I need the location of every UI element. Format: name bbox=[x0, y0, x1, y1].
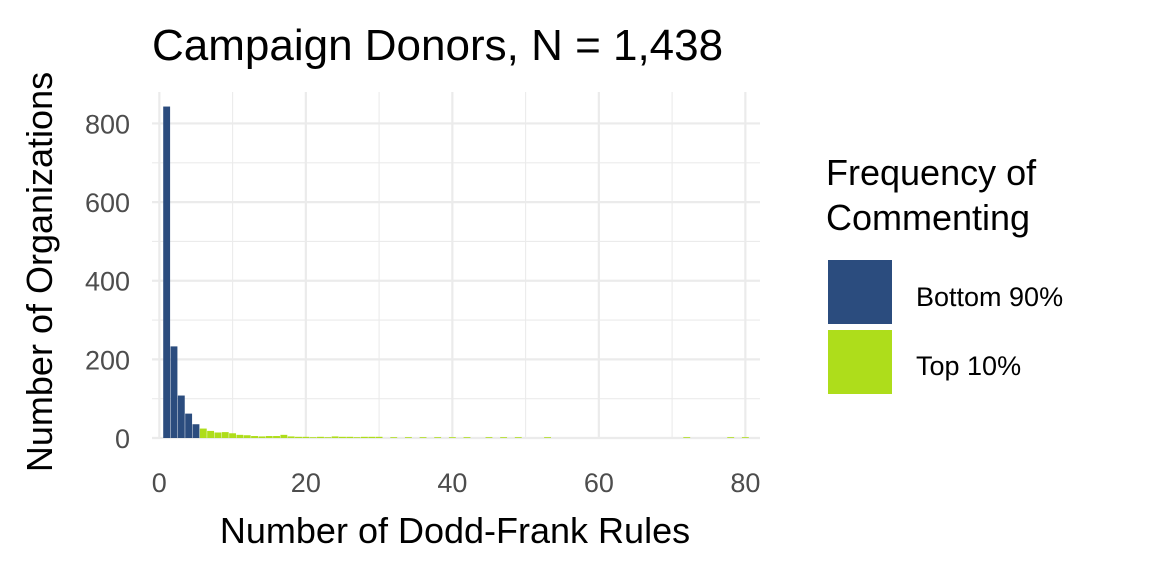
major-gridlines bbox=[152, 92, 760, 440]
bar-top-10 bbox=[375, 436, 383, 438]
bar-top-10 bbox=[295, 436, 302, 438]
histogram-bars bbox=[163, 106, 749, 438]
bar-top-10 bbox=[302, 436, 310, 438]
bar-top-10 bbox=[309, 437, 317, 438]
y-tick-label: 600 bbox=[85, 188, 130, 218]
bar-top-10 bbox=[317, 436, 324, 438]
y-axis-tick-labels: 0 200 400 600 800 bbox=[85, 109, 130, 454]
x-tick-label: 40 bbox=[437, 468, 467, 498]
y-axis-title: Number of Organizations bbox=[19, 72, 60, 472]
bar-top-10 bbox=[339, 436, 346, 438]
x-tick-label: 60 bbox=[584, 468, 614, 498]
x-tick-label: 20 bbox=[291, 468, 321, 498]
x-tick-label: 80 bbox=[730, 468, 760, 498]
bar-top-10 bbox=[280, 434, 288, 438]
bar-top-10 bbox=[258, 436, 266, 438]
x-tick-label: 0 bbox=[152, 468, 167, 498]
bar-top-10 bbox=[265, 436, 273, 438]
chart-title: Campaign Donors, N = 1,438 bbox=[152, 21, 723, 70]
bar-top-10 bbox=[236, 434, 244, 438]
legend-label-bottom-90: Bottom 90% bbox=[916, 282, 1063, 312]
legend-key-top-10 bbox=[828, 330, 892, 394]
minor-gridlines bbox=[152, 92, 760, 438]
bar-top-10 bbox=[448, 437, 456, 438]
bar-bottom-90 bbox=[192, 424, 200, 438]
x-axis-title: Number of Dodd-Frank Rules bbox=[220, 510, 690, 551]
bar-top-10 bbox=[419, 437, 427, 438]
bar-top-10 bbox=[346, 436, 354, 438]
bar-top-10 bbox=[683, 437, 691, 438]
y-tick-label: 400 bbox=[85, 267, 130, 297]
legend-label-top-10: Top 10% bbox=[916, 351, 1021, 381]
bar-bottom-90 bbox=[185, 413, 193, 438]
bar-top-10 bbox=[368, 436, 376, 438]
bar-top-10 bbox=[251, 436, 258, 438]
bar-top-10 bbox=[287, 436, 295, 438]
bar-top-10 bbox=[500, 437, 508, 438]
bar-top-10 bbox=[544, 437, 552, 438]
bar-top-10 bbox=[463, 437, 471, 438]
bar-top-10 bbox=[324, 437, 332, 438]
bar-bottom-90 bbox=[170, 346, 178, 438]
bar-top-10 bbox=[229, 433, 237, 438]
legend: Frequency of Commenting Bottom 90% Top 1… bbox=[826, 152, 1063, 394]
bar-top-10 bbox=[741, 437, 749, 438]
bar-top-10 bbox=[485, 437, 493, 438]
bar-top-10 bbox=[199, 428, 207, 438]
bar-top-10 bbox=[727, 437, 735, 438]
bar-bottom-90 bbox=[177, 395, 185, 438]
y-tick-label: 800 bbox=[85, 109, 130, 139]
bar-top-10 bbox=[353, 437, 361, 438]
legend-title-line-1: Frequency of bbox=[826, 152, 1037, 193]
legend-key-bottom-90 bbox=[828, 260, 892, 324]
bar-top-10 bbox=[360, 436, 368, 438]
bar-bottom-90 bbox=[163, 106, 171, 438]
x-axis-tick-labels: 0 20 40 60 80 bbox=[152, 468, 761, 498]
bar-top-10 bbox=[390, 437, 398, 438]
bar-top-10 bbox=[243, 435, 251, 438]
bar-top-10 bbox=[331, 436, 339, 438]
bar-top-10 bbox=[207, 430, 215, 438]
bar-top-10 bbox=[434, 437, 442, 438]
y-tick-label: 0 bbox=[115, 424, 130, 454]
bar-top-10 bbox=[514, 437, 522, 438]
y-tick-label: 200 bbox=[85, 345, 130, 375]
bar-top-10 bbox=[214, 432, 222, 438]
bar-top-10 bbox=[404, 437, 412, 438]
legend-title-line-2: Commenting bbox=[826, 197, 1030, 238]
bar-top-10 bbox=[221, 432, 229, 438]
bar-top-10 bbox=[273, 436, 280, 438]
